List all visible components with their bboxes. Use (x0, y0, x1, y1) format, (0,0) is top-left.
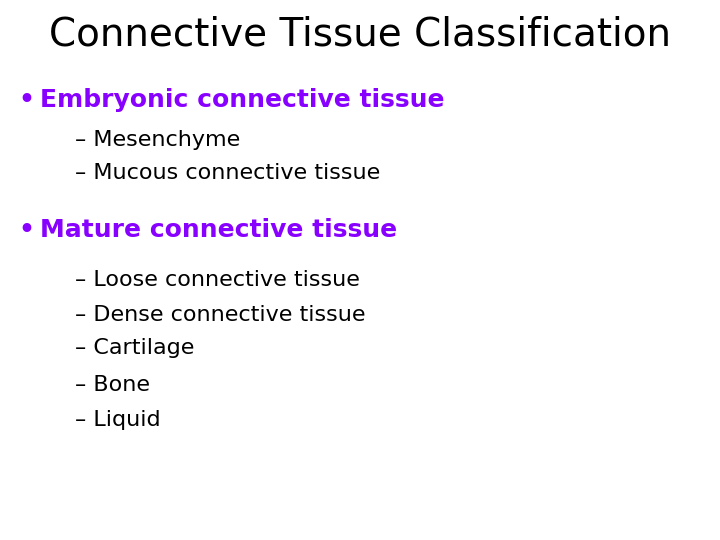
Text: Connective Tissue Classification: Connective Tissue Classification (49, 15, 671, 53)
Text: Embryonic connective tissue: Embryonic connective tissue (40, 88, 444, 112)
Text: – Dense connective tissue: – Dense connective tissue (75, 305, 366, 325)
Text: – Liquid: – Liquid (75, 410, 161, 430)
Text: – Bone: – Bone (75, 375, 150, 395)
Text: – Cartilage: – Cartilage (75, 338, 194, 358)
Text: •: • (18, 88, 34, 112)
Text: Mature connective tissue: Mature connective tissue (40, 218, 397, 242)
Text: – Mesenchyme: – Mesenchyme (75, 130, 240, 150)
Text: – Loose connective tissue: – Loose connective tissue (75, 270, 360, 290)
Text: – Mucous connective tissue: – Mucous connective tissue (75, 163, 380, 183)
Text: •: • (18, 218, 34, 242)
